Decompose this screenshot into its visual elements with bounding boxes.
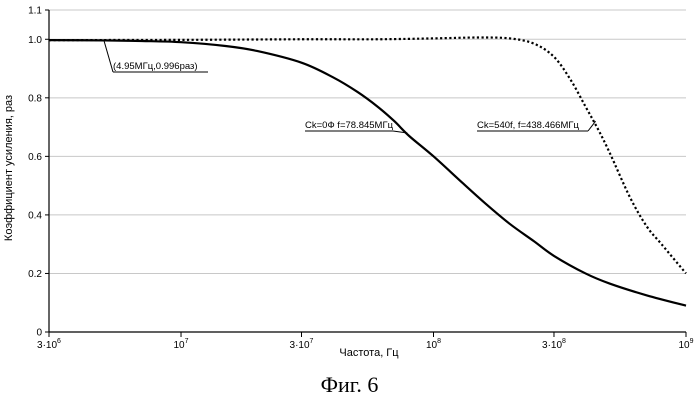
x-axis-label: Частота, Гц (339, 347, 399, 359)
y-tick-labels: 0 0.2 0.4 0.6 0.8 1.0 1.1 (28, 6, 42, 339)
x-tick-base: 10 (678, 340, 690, 351)
y-tick-label: 0 (36, 328, 42, 339)
figure-caption: Фиг. 6 (0, 372, 699, 398)
x-tick-exponent: 6 (57, 338, 61, 345)
chart: 3·1061073·1071083·108109 00.20.40.60.81.… (0, 0, 699, 372)
y-tick-label: 0.4 (28, 210, 42, 221)
annotation-leader (104, 40, 113, 72)
grid-lines (49, 10, 686, 273)
series-line-dotted (49, 38, 686, 274)
x-tick-label: 3·107 (290, 338, 314, 351)
annotation-label: Ck=0Ф f=78.845МГц (305, 120, 394, 131)
x-tick-label: 3·108 (542, 338, 566, 351)
axes (45, 10, 686, 337)
y-tick-label: 0.6 (28, 152, 42, 163)
x-tick-label: 107 (174, 338, 189, 351)
series-lines (49, 38, 686, 306)
y-tick-label: 1.1 (28, 6, 42, 17)
y-axis-label: Коэффициент усиления, раз (3, 95, 15, 241)
x-tick-base: 10 (426, 340, 438, 351)
x-tick-base: 3·10 (37, 340, 57, 351)
x-tick-exponent: 8 (562, 338, 566, 345)
y-tick-label: 0.8 (28, 93, 42, 104)
x-tick-label: 3·106 (37, 338, 61, 351)
x-tick-exponent: 7 (310, 338, 314, 345)
x-tick-label: 108 (426, 338, 441, 351)
annotation-leader (588, 121, 596, 131)
y-tick-label: 0.2 (28, 269, 42, 280)
x-tick-base: 10 (174, 340, 186, 351)
x-tick-exponent: 7 (185, 338, 189, 345)
x-tick-base: 3·10 (542, 340, 562, 351)
annotation-label: (4.95МГц,0.996раз) (113, 61, 198, 72)
x-tick-exponent: 9 (690, 338, 694, 345)
x-tick-base: 3·10 (290, 340, 310, 351)
annotation-label: Ck=540f, f=438.466МГц (477, 120, 580, 131)
x-tick-label: 109 (678, 338, 693, 351)
x-tick-exponent: 8 (437, 338, 441, 345)
y-tick-label: 1.0 (28, 35, 42, 46)
series-line-solid (49, 40, 686, 306)
